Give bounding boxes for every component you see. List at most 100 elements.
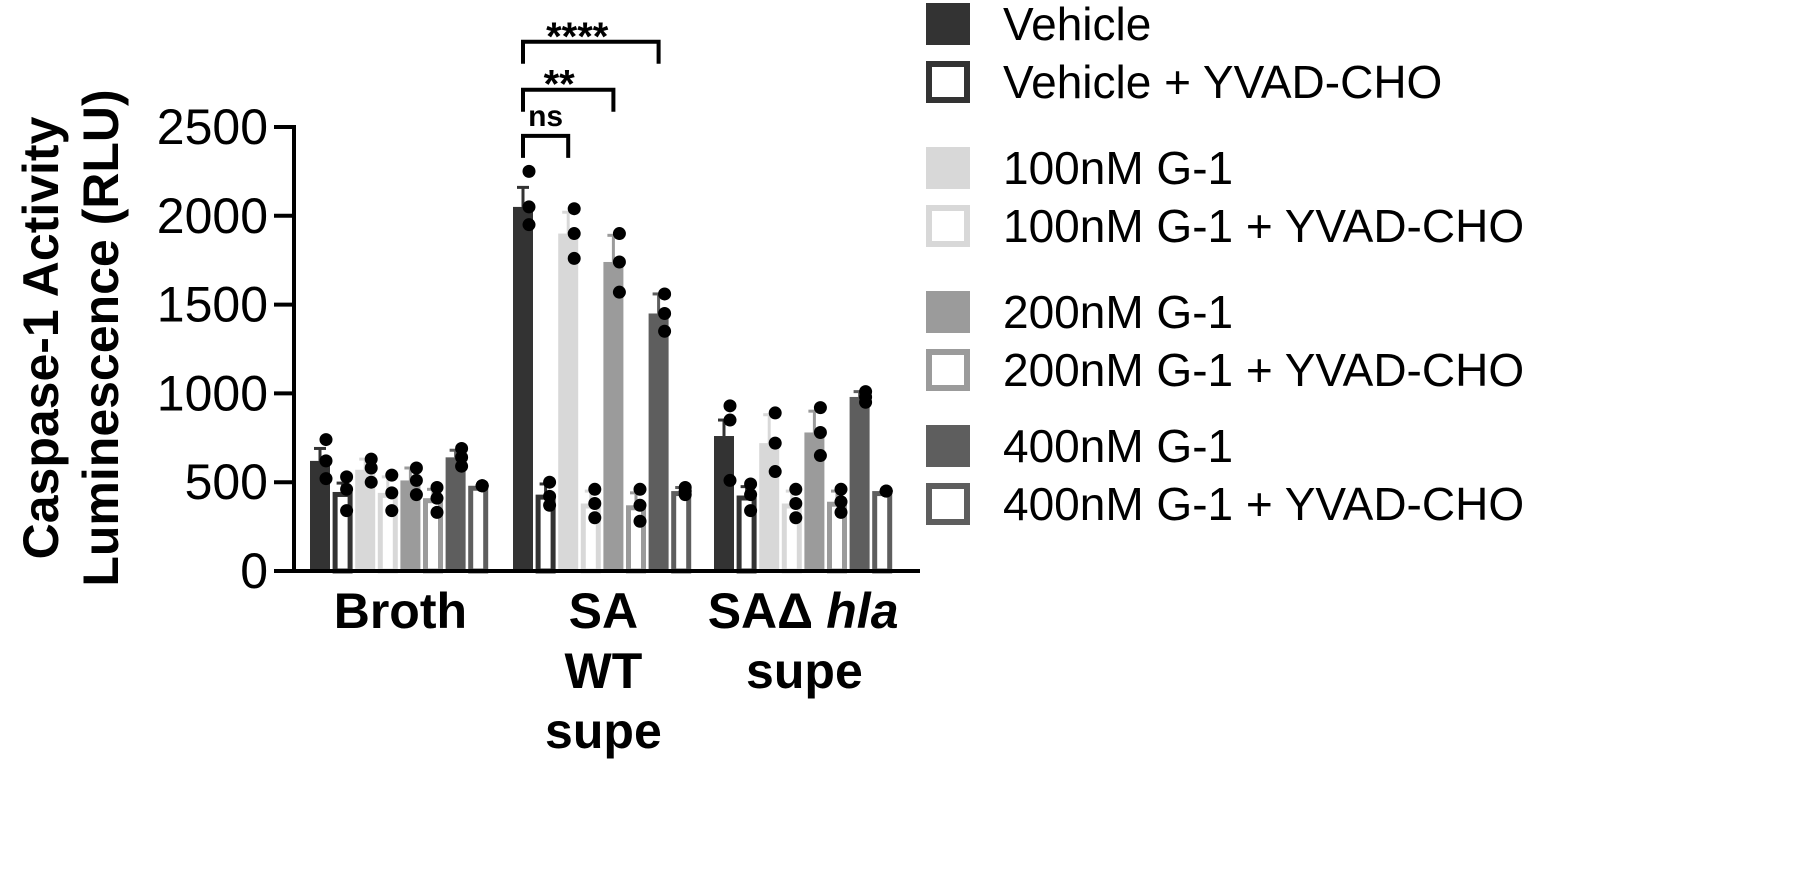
legend-label: 200nM G-1 + YVAD-CHO	[1003, 344, 1524, 396]
data-point	[723, 473, 737, 487]
legend: Vehicle Vehicle + YVAD-CHO 100nM G-1 100nM …	[926, 0, 1524, 530]
data-point	[522, 164, 536, 178]
y-tick-label: 500	[185, 454, 268, 510]
data-point	[588, 511, 602, 525]
data-point	[723, 399, 737, 413]
x-category-label: SA	[569, 583, 638, 639]
data-point	[768, 436, 782, 450]
legend-swatch	[926, 61, 970, 103]
bar	[355, 469, 376, 571]
data-point	[567, 202, 581, 216]
data-point	[768, 465, 782, 479]
data-point	[834, 482, 848, 496]
data-point	[455, 441, 469, 455]
data-point	[658, 324, 672, 338]
data-point	[385, 468, 399, 482]
data-point	[744, 477, 758, 491]
data-point	[364, 452, 378, 466]
data-point	[834, 495, 848, 509]
data-point	[385, 504, 399, 518]
legend-swatch	[926, 483, 970, 525]
bar	[603, 261, 624, 571]
bar	[714, 436, 734, 571]
data-point	[678, 484, 692, 498]
data-point	[612, 227, 626, 241]
significance-label: ****	[546, 15, 609, 59]
x-category-label: Broth	[334, 583, 467, 639]
legend-swatch	[926, 425, 970, 467]
legend-label: 200nM G-1	[1003, 286, 1233, 338]
data-point	[319, 454, 333, 468]
data-point	[567, 227, 581, 241]
significance-label: ns	[528, 100, 563, 133]
data-point	[744, 504, 758, 518]
data-point	[319, 433, 333, 447]
bar	[513, 206, 533, 572]
legend-label: 400nM G-1	[1003, 420, 1233, 472]
data-point	[612, 255, 626, 269]
data-point	[813, 401, 827, 415]
data-point	[455, 450, 469, 464]
legend-label: 100nM G-1 + YVAD-CHO	[1003, 200, 1524, 252]
data-point	[633, 482, 647, 496]
x-category-label: supe	[746, 643, 863, 699]
legend-label: Vehicle	[1003, 0, 1151, 50]
data-point	[813, 425, 827, 439]
data-point	[340, 504, 354, 518]
y-axis-title-line2: Luminescence (RLU)	[73, 89, 129, 586]
bar	[400, 480, 421, 571]
data-point	[385, 486, 399, 500]
data-point	[834, 505, 848, 519]
legend-swatch	[926, 3, 970, 45]
legend-swatch	[926, 205, 970, 247]
bar	[759, 443, 780, 571]
legend-label: 400nM G-1 + YVAD-CHO	[1003, 478, 1524, 530]
bar	[310, 460, 330, 571]
x-category-label: hla	[826, 583, 898, 639]
x-category-label: supe	[545, 703, 662, 759]
significance-label: **	[544, 63, 576, 107]
significance-bracket	[521, 39, 661, 64]
bar	[468, 485, 489, 574]
bar	[872, 491, 893, 574]
bar	[671, 491, 692, 574]
legend-swatch	[926, 147, 970, 189]
data-point	[340, 470, 354, 484]
data-point	[633, 498, 647, 512]
data-point	[364, 461, 378, 475]
significance-bracket	[521, 87, 616, 112]
data-point	[859, 390, 873, 404]
data-point	[543, 498, 557, 512]
data-point	[789, 511, 803, 525]
significance-bracket	[521, 133, 571, 158]
data-point	[588, 482, 602, 496]
data-point	[409, 488, 423, 502]
y-tick-label: 2000	[157, 188, 268, 244]
data-point	[567, 251, 581, 265]
data-point	[658, 306, 672, 320]
data-point	[658, 287, 672, 301]
bar	[445, 457, 466, 571]
y-axis-title-line1: Caspase-1 Activity	[13, 116, 69, 559]
bar	[804, 432, 825, 571]
data-point	[813, 449, 827, 463]
data-point	[319, 472, 333, 486]
data-point	[633, 514, 647, 528]
legend-label: Vehicle + YVAD-CHO	[1003, 56, 1442, 108]
data-point	[744, 488, 758, 502]
data-point	[588, 497, 602, 511]
data-point	[430, 505, 444, 519]
data-point	[522, 200, 536, 214]
x-category-label: SAΔ	[708, 583, 813, 639]
data-point	[409, 473, 423, 487]
data-point	[475, 479, 489, 493]
data-point	[430, 481, 444, 495]
data-point	[723, 413, 737, 427]
bar	[648, 313, 669, 571]
bar	[849, 396, 870, 571]
data-point	[543, 489, 557, 503]
x-category-label: WT	[565, 643, 643, 699]
y-tick-label: 1500	[157, 277, 268, 333]
data-point	[430, 491, 444, 505]
